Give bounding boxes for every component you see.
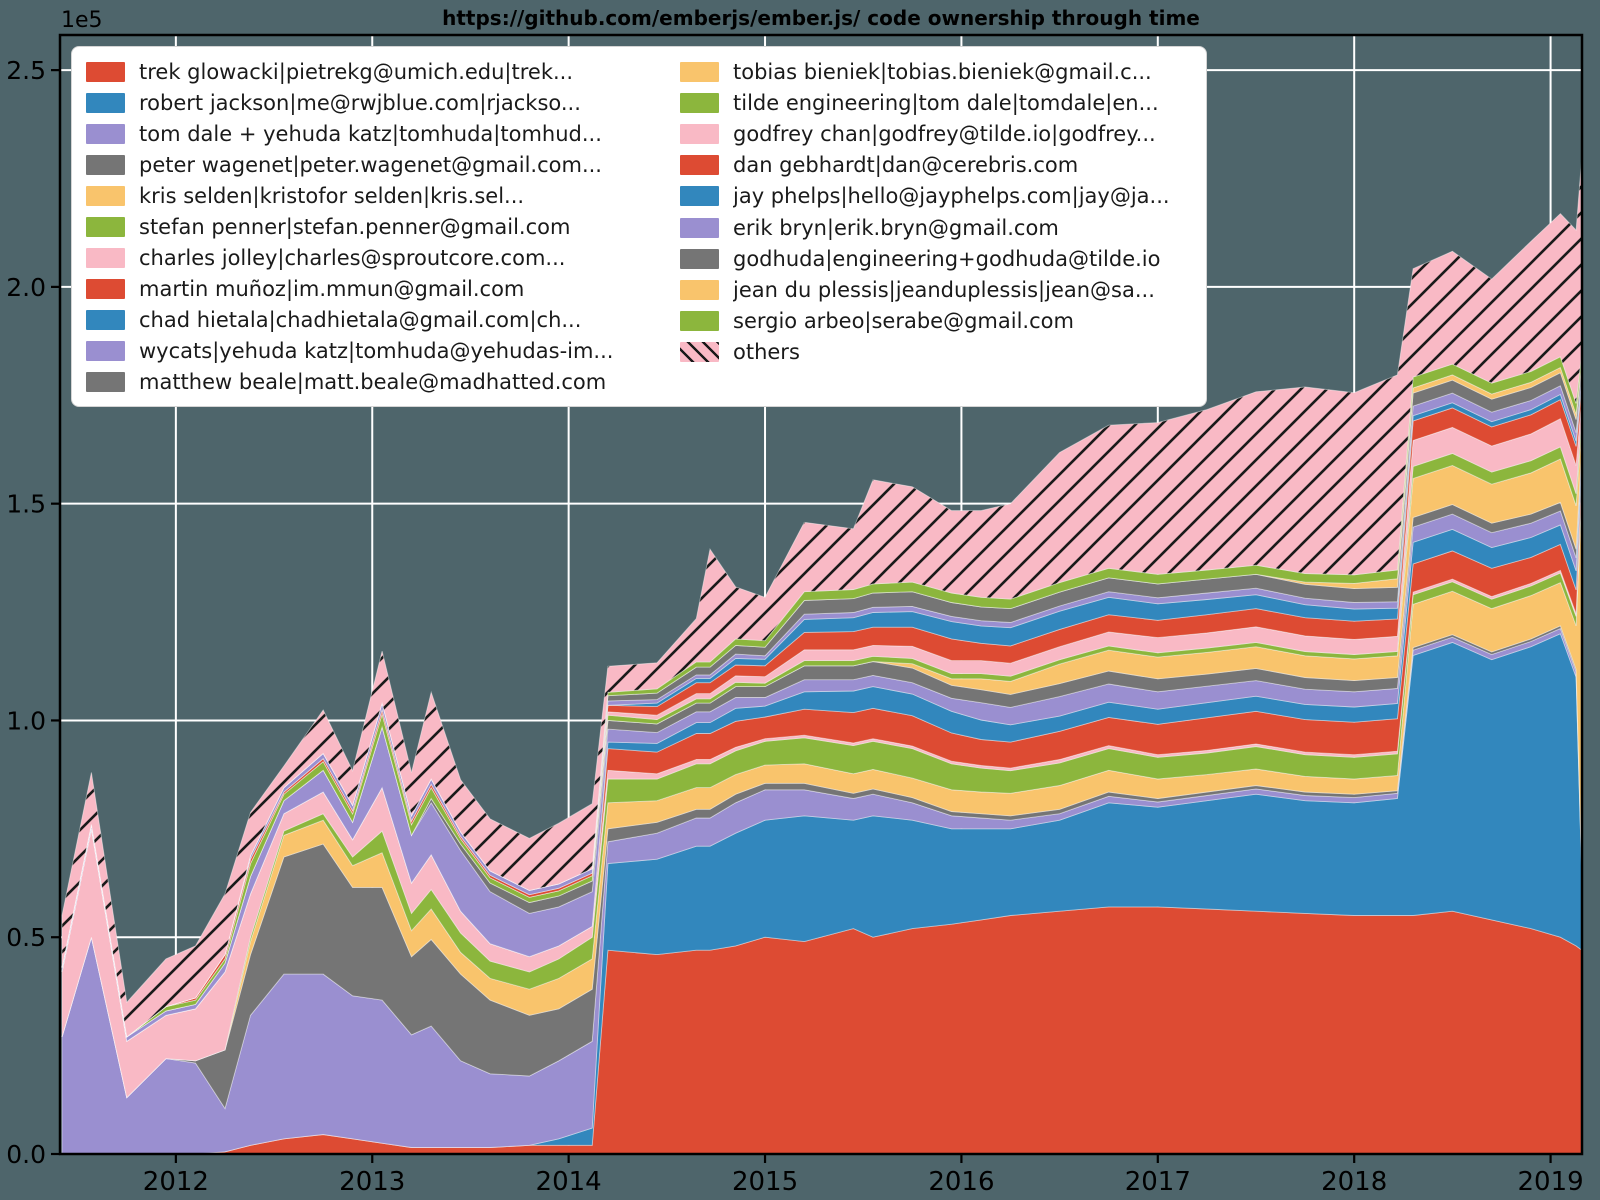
legend-label: trek glowacki|pietrekg@umich.edu|trek... (139, 59, 574, 84)
legend-item-trek-glowacki: trek glowacki|pietrekg@umich.edu|trek... (86, 56, 680, 87)
legend-label: matthew beale|matt.beale@madhatted.com (139, 369, 607, 394)
legend-swatch-icon (680, 155, 719, 176)
legend-item-tom-dale-yehuda-katz: tom dale + yehuda katz|tomhuda|tomhud... (86, 118, 680, 149)
legend-item-wycats: wycats|yehuda katz|tomhuda@yehudas-im... (86, 335, 680, 366)
legend-swatch-icon (86, 247, 125, 268)
legend-item-chad-hietala: chad hietala|chadhietala@gmail.com|ch... (86, 304, 680, 335)
legend-box: trek glowacki|pietrekg@umich.edu|trek...… (71, 46, 1207, 407)
legend-swatch-icon (680, 92, 719, 113)
legend-label: erik bryn|erik.bryn@gmail.com (733, 215, 1059, 240)
legend-label: jay phelps|hello@jayphelps.com|jay@ja... (733, 184, 1170, 209)
legend-swatch-icon (86, 154, 125, 175)
legend-swatch-icon (680, 311, 719, 332)
legend-item-dan-gebhardt: dan gebhardt|dan@cerebris.com (680, 150, 1180, 181)
legend-swatch-icon (680, 248, 719, 269)
legend-swatch-icon (86, 92, 125, 113)
legend-swatch-icon (86, 216, 125, 237)
legend-label: robert jackson|me@rwjblue.com|rjackso... (139, 90, 581, 115)
legend-label: martin muñoz|im.mmun@gmail.com (139, 276, 525, 301)
legend-label: kris selden|kristofor selden|kris.sel... (139, 183, 525, 208)
legend-label: dan gebhardt|dan@cerebris.com (733, 153, 1079, 178)
legend-item-peter-wagenet: peter wagenet|peter.wagenet@gmail.com... (86, 149, 680, 180)
legend-label: wycats|yehuda katz|tomhuda@yehudas-im... (139, 338, 614, 363)
y-tick-label: 0.0 (6, 1140, 46, 1169)
legend-item-tobias-bieniek: tobias bieniek|tobias.bieniek@gmail.c... (680, 56, 1180, 87)
x-tick-label: 2016 (928, 1167, 994, 1197)
legend-item-sergio-arbeo: sergio arbeo|serabe@gmail.com (680, 306, 1180, 337)
legend-item-martin-munoz: martin muñoz|im.mmun@gmail.com (86, 273, 680, 304)
legend-item-matthew-beale: matthew beale|matt.beale@madhatted.com (86, 366, 680, 397)
legend-swatch-icon (86, 340, 125, 361)
legend-label: tobias bieniek|tobias.bieniek@gmail.c... (733, 59, 1152, 84)
legend-column-2: tobias bieniek|tobias.bieniek@gmail.c...… (680, 56, 1180, 397)
legend-item-jean-du-plessis: jean du plessis|jeanduplessis|jean@sa... (680, 274, 1180, 305)
x-tick-label: 2013 (339, 1167, 405, 1197)
y-tick-label: 0.5 (6, 923, 46, 952)
legend-swatch-icon (86, 371, 125, 392)
legend-item-charles-jolley: charles jolley|charles@sproutcore.com... (86, 242, 680, 273)
chart-title: https://github.com/emberjs/ember.js/ cod… (442, 6, 1200, 30)
legend-label: tilde engineering|tom dale|tomdale|en... (733, 90, 1159, 115)
legend-label: peter wagenet|peter.wagenet@gmail.com... (139, 152, 602, 177)
y-tick-label: 1.5 (6, 490, 46, 519)
legend-item-kris-selden: kris selden|kristofor selden|kris.sel... (86, 180, 680, 211)
x-tick-label: 2015 (732, 1167, 798, 1197)
legend-swatch-icon (86, 61, 125, 82)
legend-item-godfrey-chan: godfrey chan|godfrey@tilde.io|godfrey... (680, 118, 1180, 149)
axes-spines (58, 33, 1584, 1156)
legend-item-robert-jackson: robert jackson|me@rwjblue.com|rjackso... (86, 87, 680, 118)
y-tick-label: 2.0 (6, 273, 46, 302)
legend-swatch-icon (86, 123, 125, 144)
legend-item-tilde-engineering: tilde engineering|tom dale|tomdale|en... (680, 87, 1180, 118)
legend-label: sergio arbeo|serabe@gmail.com (733, 309, 1074, 334)
legend-label: stefan penner|stefan.penner@gmail.com (139, 214, 571, 239)
legend-item-godhuda: godhuda|engineering+godhuda@tilde.io (680, 243, 1180, 274)
legend-swatch-hatched-icon (680, 342, 719, 363)
legend-swatch-icon (680, 186, 719, 207)
legend-label: others (733, 340, 800, 365)
x-tick-label: 2012 (143, 1167, 209, 1197)
legend-label: godhuda|engineering+godhuda@tilde.io (733, 246, 1161, 271)
x-tick-label: 2018 (1321, 1167, 1387, 1197)
legend-item-others: others (680, 337, 1180, 368)
y-tick-label: 2.5 (6, 56, 46, 85)
legend-item-stefan-penner: stefan penner|stefan.penner@gmail.com (86, 211, 680, 242)
legend-label: godfrey chan|godfrey@tilde.io|godfrey... (733, 121, 1156, 146)
y-tick-label: 1.0 (6, 706, 46, 735)
y-axis-offset-label: 1e5 (61, 8, 103, 33)
legend-swatch-icon (86, 185, 125, 206)
legend-label: jean du plessis|jeanduplessis|jean@sa... (733, 277, 1155, 302)
x-tick-label: 2019 (1517, 1167, 1583, 1197)
legend-item-erik-bryn: erik bryn|erik.bryn@gmail.com (680, 212, 1180, 243)
legend-label: chad hietala|chadhietala@gmail.com|ch... (139, 307, 582, 332)
legend-column-1: trek glowacki|pietrekg@umich.edu|trek...… (86, 56, 680, 397)
legend-label: charles jolley|charles@sproutcore.com... (139, 245, 566, 270)
legend-item-jay-phelps: jay phelps|hello@jayphelps.com|jay@ja... (680, 181, 1180, 212)
legend-label: tom dale + yehuda katz|tomhuda|tomhud... (139, 121, 602, 146)
legend-swatch-icon (680, 61, 719, 82)
legend-swatch-icon (680, 217, 719, 238)
legend-swatch-icon (680, 279, 719, 300)
legend-swatch-icon (680, 123, 719, 144)
legend-swatch-icon (86, 309, 125, 330)
legend-swatch-icon (86, 278, 125, 299)
x-tick-label: 2014 (536, 1167, 602, 1197)
x-tick-label: 2017 (1125, 1167, 1191, 1197)
